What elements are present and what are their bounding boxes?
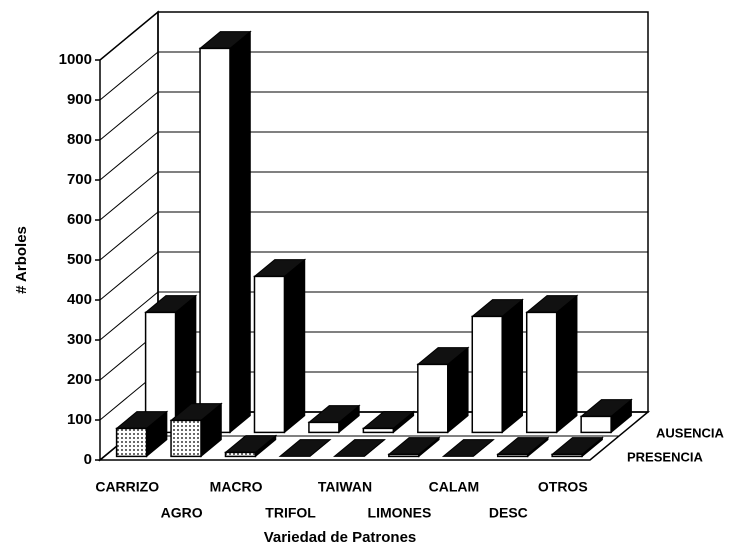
x-tick-label: TAIWAN — [318, 479, 372, 495]
bar-top — [441, 439, 495, 457]
x-tick-label: AGRO — [161, 505, 203, 521]
bar — [525, 294, 579, 434]
bar-front — [496, 453, 529, 458]
y-tick-label: 900 — [67, 91, 92, 108]
grid-line — [99, 131, 648, 181]
x-tick-label: DESC — [489, 505, 528, 521]
grid-line — [99, 51, 648, 101]
x-tick-label: LIMONES — [368, 505, 432, 521]
grid-line — [99, 251, 648, 301]
legend-label: PRESENCIA — [627, 449, 703, 464]
bar — [307, 404, 361, 434]
y-tick-label: 0 — [84, 451, 92, 468]
grid-line — [99, 91, 648, 141]
bar-front — [115, 427, 148, 458]
bar — [115, 410, 169, 458]
y-tick-label: 200 — [67, 371, 92, 388]
bar — [278, 439, 332, 457]
bar-front — [253, 275, 286, 434]
y-tick-label: 800 — [67, 131, 92, 148]
bar — [169, 402, 223, 458]
x-axis-title: Variedad de Patrones — [264, 529, 417, 546]
y-tick-label: 700 — [67, 171, 92, 188]
bar — [253, 258, 307, 434]
bar — [198, 30, 252, 434]
legend-label: AUSENCIA — [656, 425, 725, 440]
y-tick-label: 1000 — [59, 51, 92, 68]
bar-front — [199, 47, 231, 434]
x-tick-label: TRIFOL — [265, 505, 316, 521]
bar — [496, 436, 550, 458]
x-tick-label: CALAM — [429, 479, 480, 495]
y-tick-label: 600 — [67, 211, 92, 228]
bar — [361, 410, 416, 434]
bar-front — [362, 427, 395, 434]
bar — [387, 436, 441, 458]
bar-front — [388, 453, 420, 458]
x-tick-label: OTROS — [538, 479, 588, 495]
bar-top — [278, 439, 332, 457]
bar-front — [308, 421, 340, 434]
bar-side — [283, 258, 306, 434]
y-tick-label: 100 — [67, 411, 92, 428]
grid-line — [99, 11, 648, 61]
bar-side — [229, 30, 251, 434]
bar-front — [580, 415, 612, 434]
bar-top — [332, 439, 387, 457]
grid-line — [99, 291, 648, 341]
bar — [441, 439, 495, 457]
bar — [332, 439, 387, 457]
bar-front — [551, 453, 583, 458]
x-tick-label: CARRIZO — [95, 479, 159, 495]
bar-front — [170, 419, 202, 458]
y-axis-title: # Arboles — [13, 226, 30, 294]
bar — [470, 298, 524, 434]
bar — [224, 434, 278, 458]
bar — [579, 398, 633, 434]
grid-line — [99, 171, 648, 221]
bar — [550, 436, 604, 458]
bar-front — [471, 315, 503, 434]
bar — [416, 346, 470, 434]
y-tick-label: 500 — [67, 251, 92, 268]
bar-side — [501, 298, 524, 434]
bar-front — [525, 311, 558, 434]
bar-side — [556, 294, 578, 434]
y-tick-label: 300 — [67, 331, 92, 348]
grid-line — [99, 211, 648, 261]
bar-front — [417, 363, 449, 434]
x-tick-label: MACRO — [210, 479, 263, 495]
y-tick-label: 400 — [67, 291, 92, 308]
bar-front — [224, 451, 257, 458]
